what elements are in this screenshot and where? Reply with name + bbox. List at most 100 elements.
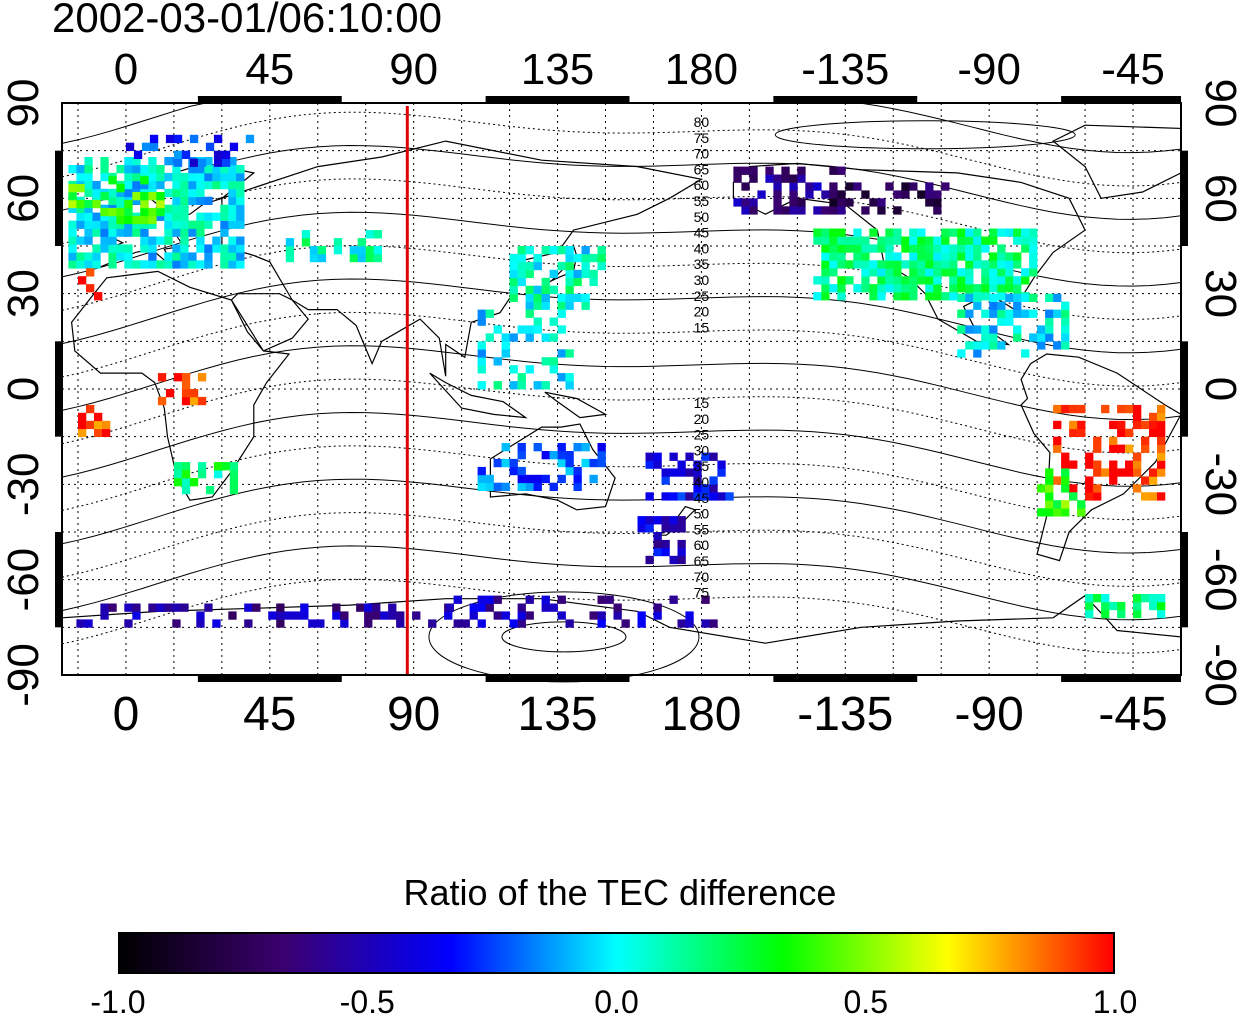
tec-data-cell [837, 206, 846, 215]
tec-data-cell [1157, 404, 1166, 414]
tec-data-cell [997, 301, 1006, 310]
tec-data-cell [108, 207, 117, 217]
tec-data-cell [1013, 301, 1022, 310]
tec-data-cell [236, 220, 245, 229]
tec-data-cell [541, 333, 550, 342]
tec-data-cell [925, 198, 934, 207]
tec-data-cell [1149, 468, 1158, 477]
tec-data-cell [557, 246, 566, 255]
tec-data-cell [1045, 476, 1054, 485]
tec-data-cell [981, 341, 990, 350]
tec-data-cell [525, 595, 534, 604]
tec-data-cell [589, 253, 598, 263]
tec-data-cell [501, 611, 510, 620]
tec-data-cell [1013, 284, 1022, 293]
tec-data-cell [885, 236, 894, 245]
tec-data-cell [92, 199, 101, 209]
tec-data-cell [989, 341, 998, 350]
tec-data-cell [557, 595, 566, 604]
tec-data-cell [877, 260, 886, 269]
tec-data-cell [853, 228, 862, 237]
coastline [1051, 124, 1182, 199]
tec-data-cell [228, 244, 237, 253]
tec-data-cell [1005, 309, 1014, 318]
tec-data-cell [493, 325, 502, 334]
tec-data-cell [709, 484, 718, 493]
contour-label: 25 [694, 427, 710, 443]
tec-data-cell [909, 292, 918, 301]
tec-data-cell [565, 253, 574, 263]
tec-data-cell [589, 277, 598, 287]
tec-data-cell [517, 482, 526, 491]
tec-data-cell [557, 309, 566, 318]
tec-data-cell [188, 252, 197, 261]
axis-band-top [485, 96, 630, 102]
tec-data-cell [557, 325, 566, 334]
axis-band-right [1182, 150, 1188, 246]
tec-data-cell [557, 611, 566, 620]
tec-data-cell [869, 198, 878, 207]
tec-data-cell [84, 172, 93, 182]
x-tick-label-top: 45 [245, 45, 294, 94]
tec-data-cell [549, 246, 558, 255]
tec-data-cell [228, 172, 237, 182]
axis-band-bottom [485, 676, 630, 682]
tec-data-cell [485, 482, 494, 491]
tec-data-cell [164, 252, 173, 261]
tec-data-cell [172, 196, 181, 205]
tec-data-cell [148, 220, 157, 229]
tec-data-cell [1085, 476, 1094, 485]
tec-data-cell [1093, 468, 1102, 477]
tec-data-cell [565, 458, 574, 468]
tec-data-cell [1117, 601, 1126, 611]
tec-data-cell [805, 182, 814, 191]
tec-data-cell [477, 357, 486, 366]
tec-data-cell [981, 333, 990, 342]
tec-data-cell [1061, 325, 1070, 334]
tec-data-cell [901, 244, 910, 253]
tec-data-cell [94, 292, 103, 301]
tec-data-cell [773, 198, 782, 207]
tec-data-cell [525, 301, 534, 310]
tec-data-cell [172, 252, 181, 261]
tec-data-cell [116, 215, 125, 225]
tec-data-cell [236, 252, 245, 261]
tec-data-cell [893, 206, 902, 215]
tec-data-cell [196, 180, 205, 190]
tec-data-cell [821, 260, 830, 269]
tec-data-cell [1085, 492, 1094, 501]
tec-data-cell [396, 619, 405, 628]
y-tick-label-right: 0 [1196, 377, 1240, 401]
tec-data-cell [581, 269, 590, 279]
tec-data-cell [229, 485, 239, 495]
tec-data-cell [989, 276, 998, 285]
tec-data-cell [509, 365, 518, 374]
tec-data-cell [108, 228, 117, 237]
tec-data-cell [677, 524, 686, 533]
tec-data-cell [140, 260, 149, 269]
tec-data-cell [94, 428, 103, 437]
tec-data-cell [204, 157, 213, 166]
tec-data-cell [78, 428, 87, 437]
colorbar-tick-label: 0.0 [594, 984, 639, 1020]
tec-data-cell [212, 180, 221, 190]
tec-data-cell [1013, 260, 1022, 269]
tec-data-cell [989, 268, 998, 277]
tec-data-cell [965, 325, 974, 334]
tec-data-cell [653, 532, 662, 541]
tec-data-cell [68, 199, 77, 209]
tec-data-cell [1045, 508, 1054, 517]
tec-data-cell [116, 184, 125, 193]
tec-data-cell [372, 611, 381, 620]
tec-data-cell [461, 619, 470, 628]
tec-data-cell [901, 182, 910, 191]
tec-data-cell [957, 309, 966, 318]
tec-data-cell [773, 190, 782, 199]
tec-data-cell [877, 292, 886, 301]
tec-data-cell [877, 244, 886, 253]
tec-data-cell [116, 188, 125, 198]
tec-data-cell [124, 252, 133, 261]
x-tick-label-top: 0 [114, 45, 138, 94]
tec-data-cell [893, 190, 902, 199]
tec-data-cell [380, 611, 389, 620]
